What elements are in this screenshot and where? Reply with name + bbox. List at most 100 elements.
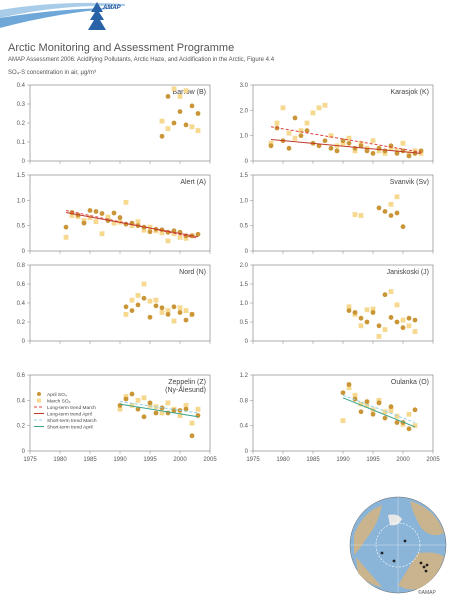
trend-line-short-march: [119, 401, 199, 414]
chart-panel: 0 0.2 0.4 0.6 0.8 Nord (N): [17, 263, 211, 345]
y-tick-label: 0.4: [240, 424, 249, 430]
data-point-april: [382, 209, 388, 214]
data-point-march: [147, 298, 153, 304]
trend-line-short-april: [342, 397, 416, 428]
data-point-march: [141, 395, 147, 401]
data-point-april: [63, 224, 69, 230]
y-tick-label: 0: [245, 159, 249, 165]
data-point-march: [183, 308, 189, 313]
data-point-march: [87, 215, 93, 220]
map-station-marker: [424, 569, 428, 573]
y-tick-label: 0.6: [17, 373, 26, 379]
data-point-april: [135, 406, 141, 412]
data-point-april: [334, 148, 340, 154]
data-point-march: [141, 227, 147, 233]
data-point-march: [364, 307, 370, 313]
y-tick-label: 2.0: [240, 263, 249, 269]
x-tick-label: 1980: [53, 457, 67, 463]
y-tick-label: 0: [245, 449, 249, 455]
data-point-march: [394, 194, 400, 200]
data-point-march: [195, 406, 201, 412]
data-point-march: [81, 218, 87, 223]
data-point-april: [400, 224, 406, 230]
data-point-march: [286, 130, 292, 136]
data-point-march: [394, 302, 400, 308]
data-point-march: [346, 304, 352, 310]
data-point-march: [99, 231, 105, 237]
data-point-april: [364, 399, 370, 404]
chart-title: Nord (N): [179, 269, 206, 276]
data-point-march: [159, 230, 165, 236]
data-point-march: [171, 86, 177, 92]
data-point-march: [117, 406, 123, 412]
data-point-march: [159, 310, 165, 315]
data-point-march: [400, 317, 406, 323]
x-tick-label: 1975: [246, 457, 260, 463]
logo-tree-icon: [88, 2, 106, 30]
data-point-march: [382, 409, 388, 415]
data-point-march: [376, 334, 382, 339]
data-point-april: [195, 231, 201, 237]
y-tick-label: 0: [22, 339, 26, 345]
chart-panel: 0 0.2 0.4 0.6 1975 1980 1985 1990 1995 2000 2005 Ze…: [17, 373, 218, 463]
y-tick-label: 0.3: [17, 102, 26, 108]
banner-swoosh: [0, 8, 120, 28]
data-point-march: [358, 323, 364, 329]
trend-line-short-april: [119, 403, 199, 418]
y-tick-label: 1.2: [240, 373, 249, 379]
trend-line-long-april: [270, 138, 422, 154]
data-point-march: [129, 223, 135, 229]
data-point-april: [388, 404, 394, 410]
chart-frame: [252, 374, 434, 452]
data-point-march: [352, 212, 358, 217]
data-point-april: [147, 229, 153, 235]
y-tick-label: 0.5: [240, 320, 249, 326]
data-point-april: [388, 213, 394, 218]
data-point-march: [165, 126, 171, 132]
data-point-april: [171, 120, 177, 126]
y-tick-label: 1.0: [240, 198, 249, 204]
data-point-april: [304, 128, 310, 133]
data-point-april: [382, 292, 388, 298]
y-tick-label: 0: [22, 249, 26, 255]
data-point-march: [388, 201, 394, 207]
chart-frame: [29, 174, 211, 252]
data-point-march: [135, 293, 141, 298]
data-point-april: [117, 215, 123, 220]
x-tick-label: 1995: [366, 457, 380, 463]
y-tick-label: 0: [22, 159, 26, 165]
data-point-april: [418, 148, 424, 154]
y-tick-label: 0.2: [17, 424, 26, 430]
data-point-march: [135, 397, 141, 403]
data-point-march: [153, 297, 159, 303]
data-point-april: [406, 315, 412, 321]
data-point-march: [268, 140, 274, 146]
data-point-april: [165, 312, 171, 317]
y-tick-label: 1.0: [240, 134, 249, 140]
y-tick-label: 0.6: [17, 282, 26, 288]
x-tick-label: 1990: [336, 457, 350, 463]
data-point-april: [358, 409, 364, 415]
x-tick-label: 1980: [276, 457, 290, 463]
y-tick-label: 1.5: [240, 282, 249, 288]
map-station-marker: [422, 565, 426, 569]
data-point-march: [370, 138, 376, 144]
data-point-april: [135, 302, 141, 308]
map-station-marker: [403, 539, 407, 543]
data-point-april: [328, 145, 334, 151]
chart-title: Svanvik (Sv): [390, 179, 429, 186]
data-point-april: [376, 400, 382, 406]
data-point-april: [400, 325, 406, 331]
data-point-march: [406, 151, 412, 156]
data-point-march: [406, 411, 412, 417]
chart-frame: [252, 174, 434, 252]
y-tick-label: 0: [245, 339, 249, 345]
data-point-march: [382, 151, 388, 156]
data-point-april: [195, 413, 201, 418]
data-point-april: [358, 315, 364, 321]
legend-label: Short-term trend March: [47, 418, 97, 424]
data-point-march: [298, 128, 304, 133]
y-tick-label: 0.1: [17, 140, 26, 146]
data-point-april: [123, 304, 129, 310]
